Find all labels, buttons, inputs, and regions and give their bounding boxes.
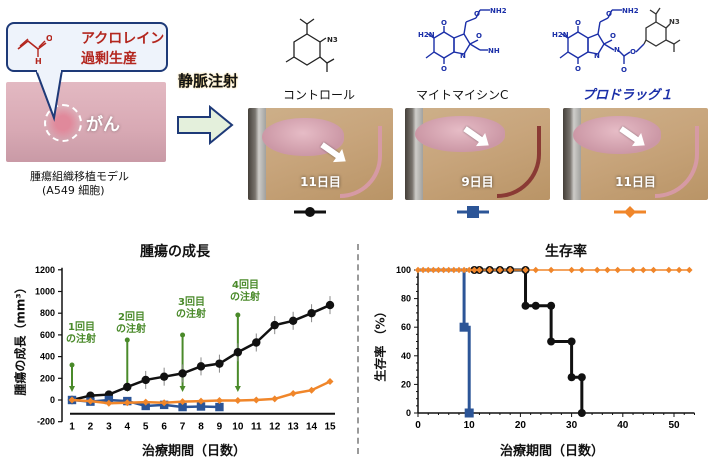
svg-text:8: 8 (198, 422, 204, 433)
svg-text:O: O (476, 32, 482, 40)
svg-text:0: 0 (50, 395, 55, 405)
svg-text:30: 30 (566, 420, 578, 431)
svg-text:O: O (621, 66, 627, 74)
svg-text:O: O (606, 10, 612, 18)
svg-text:10: 10 (464, 420, 476, 431)
svg-text:の注射: の注射 (176, 307, 206, 320)
svg-text:NH: NH (488, 47, 500, 55)
svg-text:15: 15 (324, 422, 336, 433)
svg-text:O: O (575, 65, 581, 73)
svg-text:10: 10 (232, 422, 244, 433)
svg-text:O: O (441, 19, 447, 27)
svg-text:100: 100 (396, 265, 411, 275)
svg-text:NH2: NH2 (622, 7, 639, 15)
compound-name-prodrug: プロドラッグ１ (582, 88, 674, 103)
svg-text:80: 80 (401, 294, 411, 304)
svg-text:N: N (594, 52, 600, 60)
svg-text:20: 20 (515, 420, 527, 431)
acrolein-structure-icon: O H (17, 34, 52, 65)
chart-divider (357, 244, 359, 454)
svg-text:O: O (441, 65, 447, 73)
svg-text:O: O (630, 48, 636, 56)
svg-text:600: 600 (40, 330, 55, 340)
svg-text:H2N: H2N (418, 31, 435, 39)
svg-text:20: 20 (401, 379, 411, 389)
svg-text:60: 60 (401, 322, 411, 332)
svg-text:O: O (610, 32, 616, 40)
svg-text:の注射: の注射 (66, 332, 96, 345)
survival-chart: 0 20 40 60 80 100 0 10 20 30 40 50 (396, 265, 695, 431)
photo-prodrug-mouse: 11日目 (563, 108, 708, 200)
svg-text:N: N (614, 46, 620, 54)
svg-text:1200: 1200 (35, 265, 55, 275)
svg-text:50: 50 (668, 420, 680, 431)
prodrug-structure-icon: H2N O O O NH2 O N N O O N3 (552, 7, 681, 74)
svg-text:6: 6 (161, 422, 167, 433)
svg-text:800: 800 (40, 308, 55, 318)
mitomycin-c-structure-icon: O O H2N O NH2 O N NH (418, 7, 506, 73)
svg-text:2回目: 2回目 (118, 311, 145, 323)
svg-text:1回目: 1回目 (68, 321, 95, 333)
model-caption-line2: (A549 細胞) (42, 184, 105, 197)
photo-control-mouse: 11日目 (248, 108, 393, 200)
svg-text:13: 13 (288, 422, 300, 433)
svg-text:200: 200 (40, 373, 55, 383)
svg-text:5: 5 (143, 422, 149, 433)
injection-arrow-icon (177, 105, 234, 145)
svg-text:N3: N3 (669, 18, 680, 26)
svg-text:4: 4 (125, 422, 131, 433)
xenograft-mouse-photo: がん (6, 82, 166, 162)
svg-text:H: H (35, 57, 42, 65)
day-label-control: 11日目 (300, 175, 341, 189)
model-caption-line1: 腫瘍組織移植モデル (30, 170, 129, 183)
svg-text:0: 0 (415, 420, 421, 431)
svg-text:O: O (46, 34, 52, 43)
tumor-growth-chart-title: 腫瘍の成長 (140, 244, 210, 260)
day-label-mitomycin: 9日目 (461, 175, 494, 189)
tumor-growth-x-label: 治療期間（日数） (142, 444, 247, 459)
svg-text:14: 14 (306, 422, 318, 433)
compound-name-mitomycin-c: マイトマイシンC (416, 88, 509, 102)
photo-mitomycin-mouse: 9日目 (405, 108, 550, 200)
svg-text:N: N (460, 52, 466, 60)
day-label-prodrug: 11日目 (615, 175, 656, 189)
svg-text:O: O (474, 10, 480, 18)
bubble-pointer (36, 70, 64, 122)
legend-marker-mitomycin (457, 206, 489, 218)
svg-text:7: 7 (180, 422, 186, 433)
svg-text:N3: N3 (327, 36, 338, 44)
svg-text:40: 40 (617, 420, 629, 431)
svg-text:0: 0 (406, 408, 411, 418)
legend-marker-prodrug (614, 206, 646, 218)
svg-text:-200: -200 (37, 417, 55, 427)
svg-text:の注射: の注射 (230, 290, 260, 303)
bubble-text-acrolein: アクロレイン (81, 31, 165, 47)
svg-text:400: 400 (40, 352, 55, 362)
svg-text:40: 40 (401, 351, 411, 361)
survival-chart-title: 生存率 (545, 244, 587, 260)
injection-label: 静脈注射 (178, 72, 239, 90)
svg-text:の注射: の注射 (116, 322, 146, 335)
control-structure-icon: N3 (285, 18, 338, 72)
svg-text:3: 3 (106, 422, 112, 433)
compound-name-control: コントロール (283, 88, 356, 102)
svg-text:NH2: NH2 (490, 7, 506, 15)
svg-text:O: O (575, 19, 581, 27)
svg-text:9: 9 (217, 422, 223, 433)
svg-text:12: 12 (269, 422, 281, 433)
acrolein-bubble: O H アクロレイン 過剰生産 (6, 22, 168, 72)
svg-text:11: 11 (251, 422, 262, 433)
bubble-text-overproduction: 過剰生産 (81, 51, 137, 67)
svg-text:1000: 1000 (35, 287, 55, 297)
svg-text:1: 1 (69, 422, 75, 433)
tumor-label: がん (86, 115, 120, 135)
legend-marker-control (294, 207, 326, 217)
svg-text:2: 2 (88, 422, 94, 433)
svg-text:3回目: 3回目 (178, 296, 205, 308)
survival-x-label: 治療期間（日数） (500, 444, 605, 459)
svg-text:H2N: H2N (552, 31, 569, 39)
svg-text:4回目: 4回目 (232, 279, 259, 291)
